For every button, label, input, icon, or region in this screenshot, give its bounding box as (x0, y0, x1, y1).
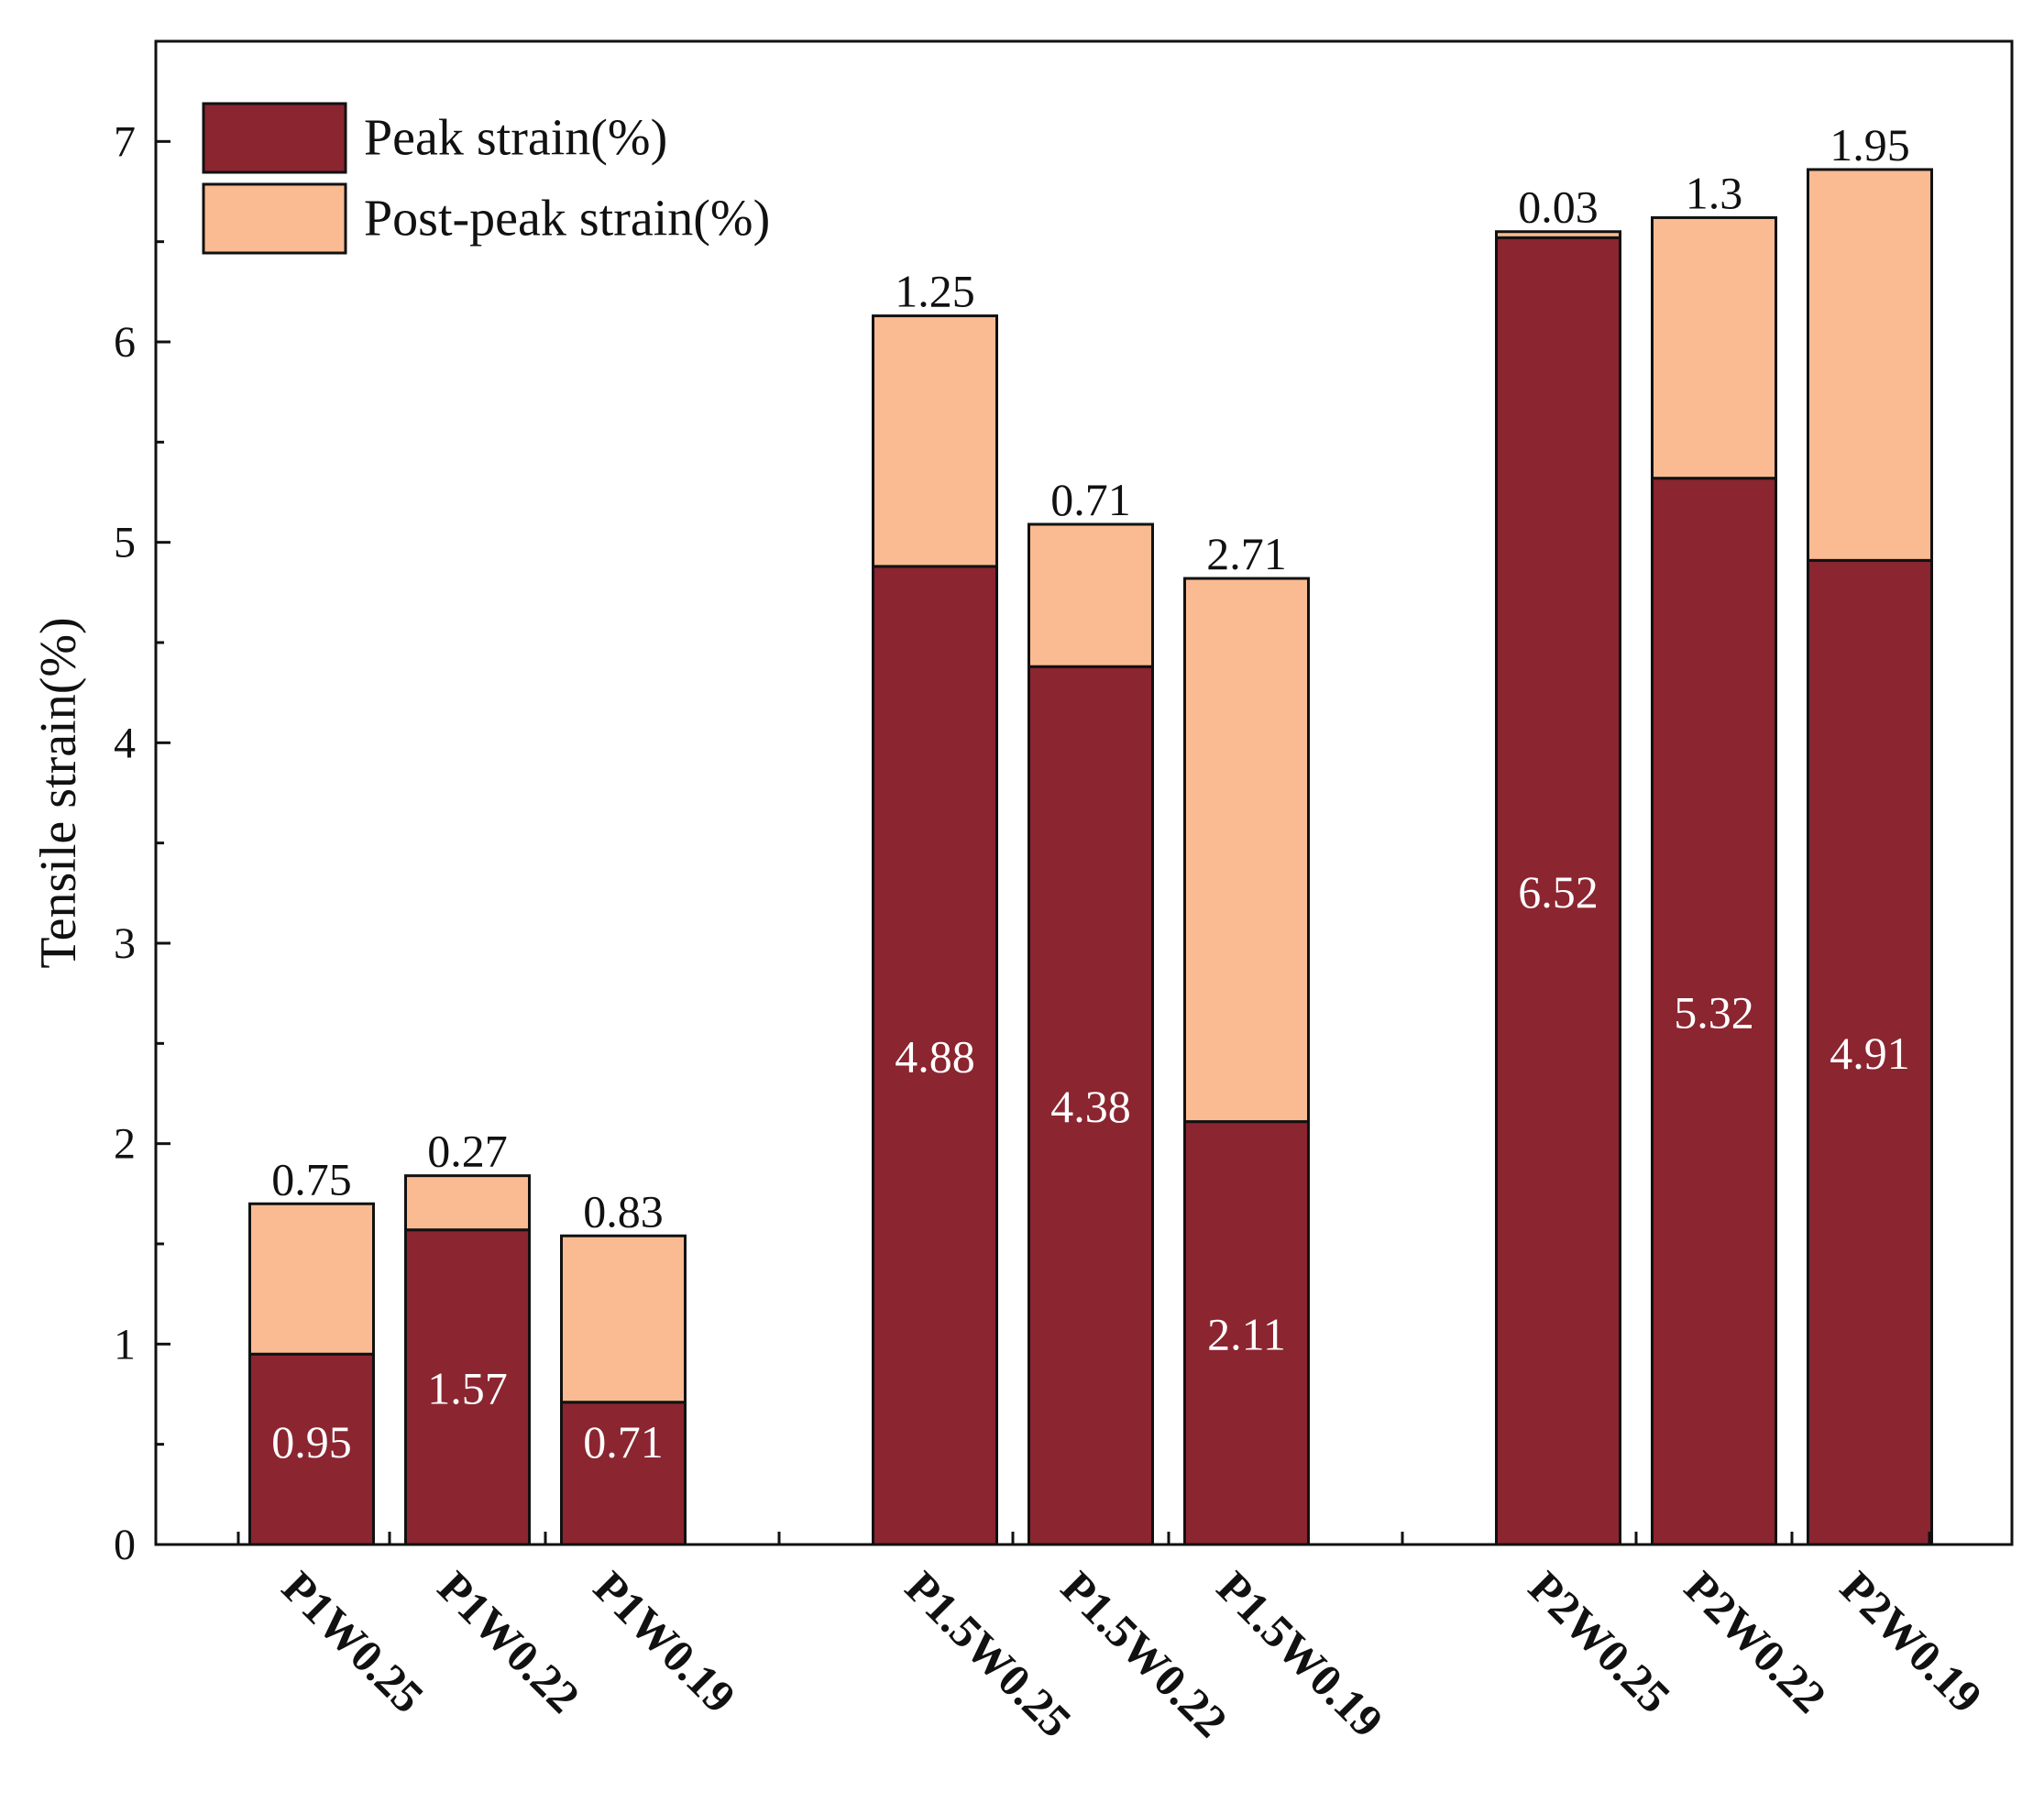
x-tick-label: P2W0.25 (1519, 1561, 1680, 1722)
post-peak-value-label: 1.25 (895, 266, 975, 317)
x-tick-label: P1W0.22 (428, 1561, 589, 1722)
peak-strain-bar (1651, 477, 1777, 1546)
legend-swatch (202, 182, 347, 255)
post-peak-strain-bar (1651, 215, 1777, 480)
post-peak-value-label: 0.75 (271, 1153, 352, 1204)
y-axis-title: Tensile strain(%) (30, 617, 87, 968)
x-tick-label: P1W0.19 (584, 1561, 745, 1722)
peak-value-label: 4.88 (895, 1030, 975, 1082)
peak-value-label: 6.52 (1518, 866, 1599, 918)
x-tick-label: P1.5W0.19 (1207, 1561, 1393, 1747)
peak-value-label: 0.95 (271, 1416, 352, 1468)
peak-strain-bar (1807, 558, 1933, 1546)
legend: Peak strain(%) Post-peak strain(%) (202, 102, 770, 255)
post-peak-strain-bar (248, 1202, 375, 1356)
y-tick-label: 7 (114, 117, 136, 166)
legend-swatch (202, 102, 347, 174)
y-tick-label: 3 (114, 919, 136, 968)
x-tick-label: P1.5W0.25 (896, 1561, 1082, 1747)
peak-value-label: 0.71 (583, 1416, 664, 1468)
post-peak-strain-bar (872, 314, 998, 568)
legend-label: Post-peak strain(%) (364, 191, 770, 247)
post-peak-value-label: 0.03 (1518, 181, 1599, 233)
x-tick-label: P1.5W0.22 (1051, 1561, 1237, 1747)
x-tick-label: P2W0.19 (1830, 1561, 1992, 1722)
post-peak-strain-bar (1807, 168, 1933, 562)
y-tick-label: 1 (114, 1320, 136, 1369)
peak-value-label: 2.11 (1207, 1308, 1286, 1359)
peak-strain-bar (404, 1228, 531, 1546)
peak-strain-bar (1183, 1120, 1310, 1546)
post-peak-strain-bar (560, 1234, 687, 1404)
peak-value-label: 1.57 (427, 1362, 508, 1413)
post-peak-value-label: 1.95 (1830, 119, 1910, 170)
post-peak-strain-bar (1027, 522, 1154, 668)
peak-value-label: 4.38 (1050, 1081, 1131, 1132)
x-tick-label: P1W0.25 (272, 1561, 434, 1722)
post-peak-value-label: 0.83 (583, 1185, 664, 1237)
bars-layer (248, 168, 1933, 1546)
post-peak-value-label: 0.27 (427, 1126, 508, 1177)
post-peak-value-label: 2.71 (1206, 528, 1287, 579)
peak-strain-bar (248, 1352, 375, 1546)
y-tick-label: 0 (114, 1521, 136, 1569)
axes-layer: 0 1 2 3 4 5 6 7 Tensile strain(%) (30, 39, 2014, 1569)
plot-frame (154, 39, 2014, 1546)
x-tick-label: P2W0.22 (1675, 1561, 1836, 1722)
post-peak-strain-bar (404, 1174, 531, 1232)
peak-strain-bar (872, 565, 998, 1546)
y-tick-label: 4 (114, 719, 136, 767)
post-peak-strain-bar (1183, 577, 1310, 1124)
post-peak-value-label: 1.3 (1686, 167, 1743, 218)
peak-value-label: 5.32 (1674, 986, 1754, 1038)
legend-label: Peak strain(%) (364, 110, 667, 167)
post-peak-strain-bar (1495, 230, 1621, 239)
y-tick-label: 5 (114, 519, 136, 567)
y-tick-label: 2 (114, 1120, 136, 1169)
post-peak-value-label: 0.71 (1050, 474, 1131, 525)
y-tick-label: 6 (114, 318, 136, 367)
peak-strain-bar (1027, 665, 1154, 1546)
peak-value-label: 4.91 (1830, 1028, 1910, 1079)
